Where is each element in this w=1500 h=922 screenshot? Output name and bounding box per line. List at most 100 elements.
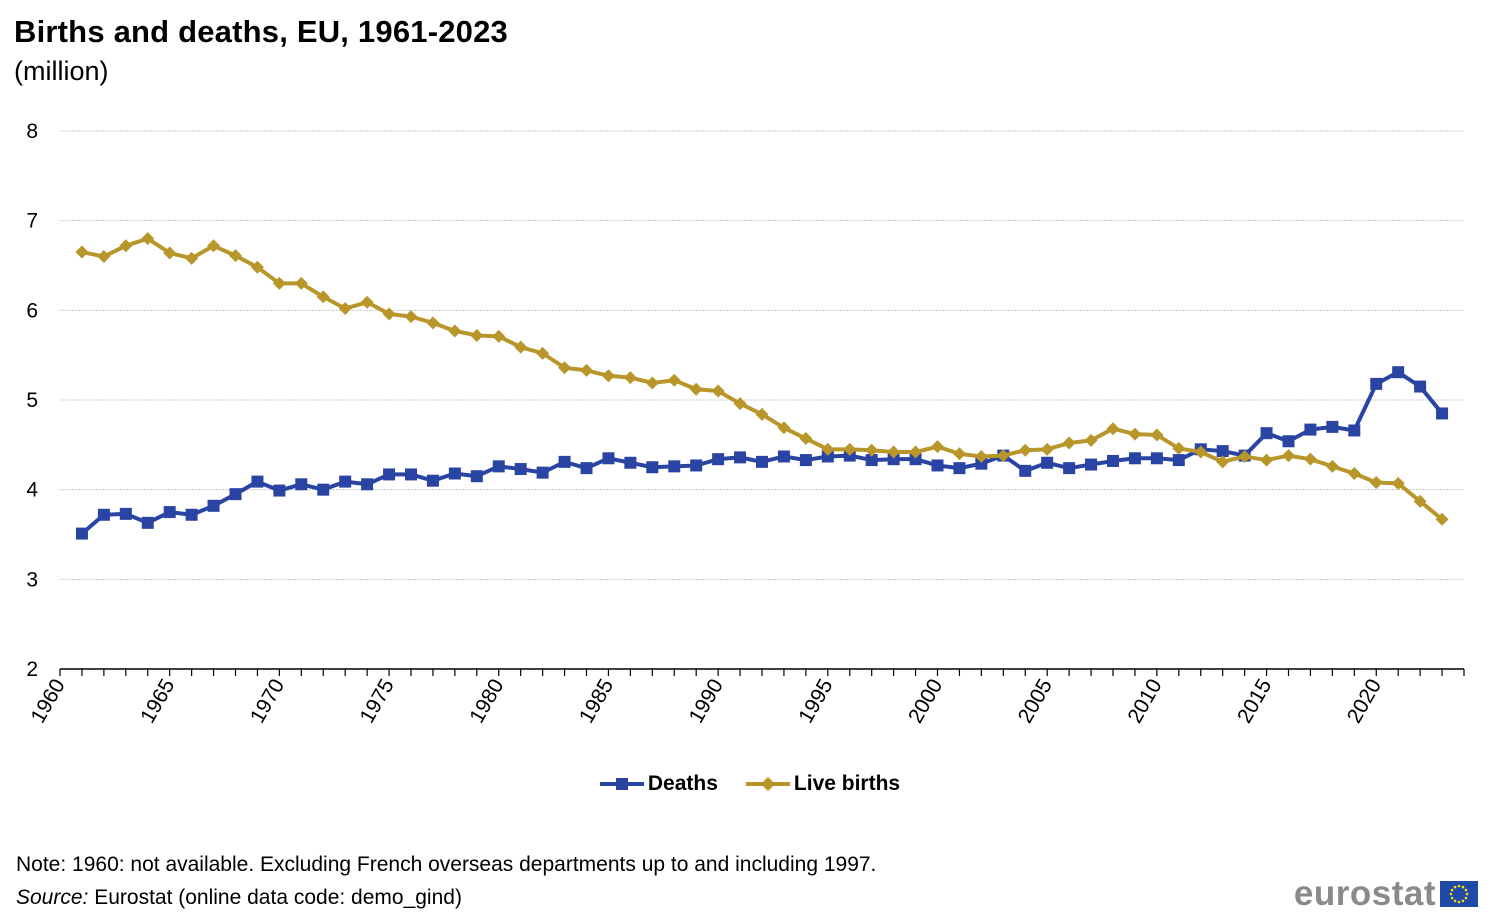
data-point-deaths — [865, 454, 878, 467]
flag-star — [1450, 896, 1454, 899]
data-point-live-births — [1347, 467, 1361, 481]
flag-star — [1453, 899, 1457, 902]
data-point-deaths — [448, 467, 461, 480]
data-point-deaths — [97, 508, 110, 521]
data-point-live-births — [1260, 453, 1274, 467]
data-point-live-births — [909, 445, 923, 459]
data-point-deaths — [756, 455, 768, 468]
x-tick-label: 1990 — [685, 675, 728, 727]
data-point-deaths — [141, 516, 154, 529]
data-point-deaths — [295, 478, 308, 491]
data-point-live-births — [316, 290, 330, 304]
data-point-live-births — [448, 324, 462, 338]
data-point-live-births — [1369, 475, 1383, 489]
data-point-deaths — [1304, 423, 1317, 436]
data-point-deaths — [251, 475, 264, 488]
y-tick-label: 7 — [26, 210, 38, 233]
data-point-live-births — [865, 443, 879, 457]
data-point-deaths — [887, 453, 900, 466]
data-point-live-births — [1413, 494, 1427, 508]
series-lines — [75, 232, 1449, 540]
data-point-live-births — [97, 250, 111, 264]
flag-star — [1461, 899, 1465, 902]
x-tick-label: 1980 — [465, 675, 508, 727]
data-point-deaths — [777, 450, 790, 463]
data-point-deaths — [1414, 380, 1427, 393]
data-point-deaths — [646, 461, 659, 474]
data-point-deaths — [405, 468, 417, 481]
data-point-deaths — [1216, 445, 1229, 458]
y-tick-label: 6 — [26, 299, 38, 322]
data-point-deaths — [1260, 427, 1273, 440]
data-point-live-births — [1435, 512, 1449, 526]
data-point-live-births — [426, 316, 440, 330]
data-point-live-births — [1282, 449, 1295, 463]
y-tick-label: 4 — [26, 479, 38, 502]
source-text: Eurostat (online data code: demo_gind) — [88, 886, 462, 909]
data-point-deaths — [624, 456, 637, 469]
axes: 2 3 4 5 6 7 8 1960 1965 1970 1975 1980 1985 1990 1995 2… — [26, 120, 1465, 727]
x-tick-label: 2015 — [1233, 675, 1276, 727]
chart-title: Births and deaths, EU, 1961-2023 — [14, 14, 508, 49]
data-point-live-births — [689, 382, 703, 396]
data-point-deaths — [383, 468, 396, 481]
data-point-live-births — [272, 276, 286, 290]
data-point-live-births — [996, 449, 1010, 463]
data-point-live-births — [711, 384, 725, 398]
data-point-deaths — [1063, 462, 1076, 475]
data-point-deaths — [1085, 458, 1098, 471]
data-point-live-births — [952, 447, 966, 461]
data-point-live-births — [1391, 476, 1405, 490]
data-point-deaths — [1392, 366, 1405, 379]
x-tick-label: 2000 — [904, 675, 947, 727]
data-point-live-births — [843, 442, 857, 456]
data-point-deaths — [317, 483, 330, 496]
chart-subtitle: (million) — [14, 56, 109, 86]
x-tick-label: 2010 — [1123, 675, 1166, 727]
data-point-live-births — [1216, 455, 1230, 469]
data-point-live-births — [119, 239, 133, 253]
data-point-live-births — [492, 329, 506, 343]
source-label: Source: — [16, 886, 89, 909]
data-point-live-births — [1172, 441, 1186, 455]
x-tick-label: 1975 — [356, 675, 399, 727]
data-point-deaths — [1172, 454, 1185, 467]
data-point-live-births — [470, 328, 484, 342]
data-point-live-births — [207, 239, 221, 253]
eurostat-logo: eurostat — [1294, 876, 1478, 911]
data-point-deaths — [426, 474, 439, 487]
data-point-live-births — [601, 369, 615, 383]
y-tick-label: 5 — [26, 389, 38, 412]
data-point-live-births — [1238, 449, 1252, 463]
data-point-deaths — [580, 462, 593, 475]
data-point-live-births — [1062, 436, 1076, 450]
data-point-deaths — [558, 455, 571, 468]
data-point-live-births — [382, 307, 396, 321]
legend-live-births-marker — [745, 777, 790, 791]
legend: Deaths Live births — [0, 772, 1500, 796]
data-point-deaths — [1436, 407, 1449, 420]
line-chart: 2 3 4 5 6 7 8 1960 1965 1970 1975 1980 1985 1990 1995 2… — [26, 120, 1465, 727]
y-tick-label: 2 — [26, 658, 38, 681]
flag-star — [1453, 885, 1457, 888]
data-point-deaths — [207, 499, 220, 512]
data-point-live-births — [645, 376, 659, 390]
data-point-deaths — [909, 453, 922, 466]
data-point-deaths — [75, 527, 88, 540]
series-line-deaths — [80, 370, 1444, 536]
data-point-deaths — [1326, 420, 1339, 433]
data-point-live-births — [75, 245, 89, 259]
data-point-deaths — [953, 462, 966, 475]
data-point-deaths — [799, 454, 812, 467]
data-point-live-births — [163, 246, 177, 260]
data-point-live-births — [1018, 443, 1032, 457]
data-point-live-births — [404, 310, 418, 324]
data-point-live-births — [294, 276, 308, 290]
data-point-deaths — [734, 451, 747, 464]
data-point-live-births — [1150, 428, 1164, 442]
data-point-deaths — [339, 475, 352, 488]
data-point-deaths — [492, 460, 505, 473]
data-point-live-births — [755, 407, 769, 421]
flag-star — [1449, 892, 1453, 895]
legend-label-live-births: Live births — [793, 772, 901, 795]
